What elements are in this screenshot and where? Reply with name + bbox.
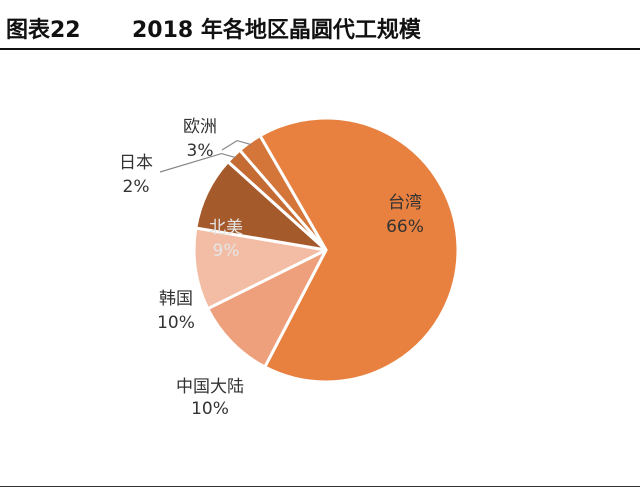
- bottom-divider: [0, 486, 640, 487]
- slice-name-mainland-china: 中国大陆: [176, 377, 244, 397]
- pie-slice-korea: [192, 226, 328, 311]
- chart-title: 2018 年各地区晶圆代工规模: [132, 18, 421, 43]
- pie-slice-mainland-china: [206, 248, 328, 369]
- pie-slice-europe: [238, 134, 328, 252]
- slice-value-mainland-china: 10%: [191, 399, 229, 419]
- slice-value-korea: 10%: [157, 313, 195, 333]
- slice-name-europe: 欧洲: [183, 117, 217, 137]
- leader-lines: [159, 139, 252, 173]
- leader-line-europe: [221, 139, 252, 151]
- slice-value-europe: 3%: [187, 141, 214, 161]
- pie-slice-taiwan: [258, 116, 460, 384]
- slice-name-taiwan: 台湾: [388, 193, 422, 213]
- slice-name-japan: 日本: [119, 153, 153, 173]
- figure-header: 图表22 2018 年各地区晶圆代工规模: [0, 0, 640, 50]
- slice-value-taiwan: 66%: [386, 217, 424, 237]
- figure-label: 图表22: [6, 18, 81, 43]
- slice-name-korea: 韩国: [159, 289, 193, 309]
- slice-value-japan: 2%: [123, 177, 150, 197]
- slice-name-north-america: 北美: [209, 218, 243, 238]
- slice-value-north-america: 9%: [213, 241, 240, 261]
- leader-line-japan: [159, 152, 236, 173]
- pie-slices: [192, 116, 460, 384]
- title-divider: [0, 48, 640, 50]
